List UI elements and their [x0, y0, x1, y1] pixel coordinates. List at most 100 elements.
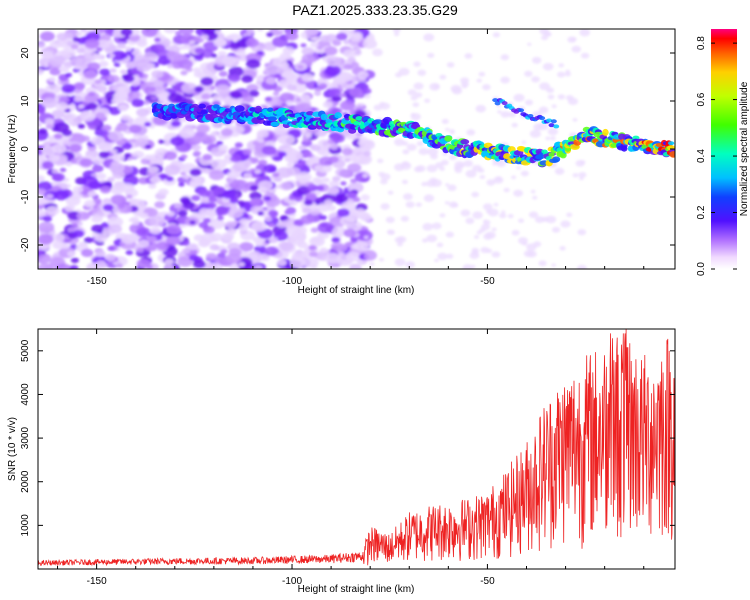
- spectrogram-noise-cell: [363, 235, 369, 240]
- spectrogram-noise-cell: [41, 161, 54, 170]
- spectrogram-noise-cell: [479, 227, 486, 233]
- spectrogram-y-tick-label: -20: [20, 237, 31, 252]
- spectrogram-noise-cell: [559, 246, 566, 251]
- spectrogram-noise-cell: [245, 59, 261, 69]
- spectrogram-noise-cell: [554, 167, 565, 175]
- spectrogram-ridge-cell: [492, 98, 499, 103]
- colorbar-tick-label: 0.6: [696, 92, 707, 106]
- spectrogram-noise-cell: [143, 100, 150, 105]
- spectrogram-noise-cell: [107, 246, 115, 251]
- spectrogram-noise-cell: [208, 197, 217, 203]
- spectrogram-noise-cell: [462, 264, 473, 269]
- spectrogram-noise-cell: [507, 214, 514, 219]
- spectrogram-noise-cell: [417, 69, 427, 76]
- spectrogram-noise-cell: [309, 251, 318, 258]
- colorbar-tick-label: 0.2: [696, 205, 707, 219]
- spectrogram-noise-cell: [187, 243, 199, 251]
- spectrogram-noise-cell: [491, 251, 501, 258]
- spectrogram-noise-cell: [479, 174, 486, 179]
- spectrogram-ridge-cell: [170, 112, 178, 119]
- spectrogram-noise-cell: [508, 111, 517, 118]
- colorbar: 0.0 0.2 0.4 0.6 0.8 Normalized spectral ampl…: [696, 29, 750, 276]
- spectrogram-noise-cell: [377, 158, 384, 164]
- spectrogram-noise-cell: [139, 212, 149, 219]
- spectrogram-noise-cell: [229, 154, 242, 163]
- spectrogram-noise-cell: [450, 84, 462, 93]
- spectrogram-noise-cell: [272, 172, 280, 178]
- spectrogram-noise-cell: [324, 253, 341, 264]
- spectrogram-noise-cell: [70, 44, 79, 50]
- spectrogram-noise-cell: [355, 208, 366, 216]
- spectrogram-noise-cell: [547, 94, 555, 100]
- spectrogram-noise-cell: [465, 217, 475, 224]
- spectrogram-noise-cell: [274, 176, 283, 183]
- spectrogram-noise-cell: [497, 110, 502, 114]
- spectrogram-noise-cell: [393, 138, 405, 146]
- spectrogram-noise-cell: [38, 249, 43, 255]
- spectrogram-noise-cell: [441, 118, 449, 124]
- spectrogram-noise-cell: [107, 74, 120, 83]
- spectrogram-noise-cell: [149, 216, 165, 227]
- spectrogram-noise-cell: [297, 64, 304, 70]
- spectrogram-noise-cell: [151, 70, 164, 79]
- spectrogram-noise-cell: [220, 128, 233, 137]
- spectrogram-noise-cell: [192, 67, 201, 73]
- spectrogram-noise-cell: [347, 57, 356, 63]
- spectrogram-noise-cell: [170, 120, 181, 128]
- spectrogram-noise-cell: [551, 226, 561, 233]
- spectrogram-noise-cell: [200, 29, 211, 34]
- spectrogram-noise-cell: [217, 144, 229, 152]
- spectrogram-noise-cell: [336, 71, 353, 83]
- spectrogram-noise-cell: [274, 73, 282, 79]
- spectrogram-ridge-cell: [668, 141, 675, 146]
- snr-y-tick-label: 4000: [20, 383, 31, 406]
- spectrogram-noise-cell: [178, 182, 185, 187]
- spectrogram-noise-cell: [61, 83, 76, 94]
- spectrogram-noise-cell: [221, 232, 235, 241]
- spectrogram-noise-cell: [114, 126, 123, 133]
- spectrogram-noise-cell: [313, 36, 321, 42]
- spectrogram-noise-cell: [55, 102, 69, 111]
- spectrogram-noise-cell: [531, 56, 542, 64]
- spectrogram-noise-cell: [255, 240, 264, 247]
- spectrogram-noise-cell: [272, 36, 289, 48]
- spectrogram-noise-cell: [249, 191, 262, 201]
- spectrogram-noise-cell: [335, 194, 349, 203]
- spectrogram-noise-cell: [41, 97, 58, 109]
- spectrogram-noise-cell: [286, 162, 293, 168]
- spectrogram-noise-cell: [343, 228, 357, 238]
- spectrogram-noise-cell: [565, 69, 571, 74]
- spectrogram-noise-cell: [579, 29, 591, 37]
- spectrogram-noise-cell: [230, 90, 243, 99]
- spectrogram-noise-cell: [305, 192, 317, 200]
- spectrogram-ridge-cell: [270, 121, 280, 127]
- spectrogram-noise-cell: [234, 142, 243, 148]
- spectrogram-noise-cell: [264, 246, 279, 256]
- spectrogram-noise-cell: [279, 134, 296, 145]
- spectrogram-noise-cell: [69, 143, 82, 153]
- spectrogram-noise-cell: [352, 197, 361, 203]
- spectrogram-noise-cell: [177, 256, 194, 267]
- spectrogram-noise-cell: [482, 203, 493, 211]
- spectrogram-x-tick-label: -150: [87, 276, 107, 287]
- spectrogram-noise-cell: [424, 98, 431, 103]
- spectrogram-noise-cell: [128, 34, 141, 42]
- spectrogram-noise-cell: [44, 118, 55, 125]
- spectrogram-y-axis-label: Frequency (Hz): [7, 115, 18, 184]
- spectrogram-ridge-cell: [444, 135, 453, 142]
- spectrogram-noise-cell: [317, 203, 331, 212]
- spectrogram-noise-cell: [256, 129, 269, 138]
- spectrogram-noise-cell: [38, 128, 48, 134]
- spectrogram-noise-cell: [405, 261, 415, 269]
- spectrogram-noise-cell: [319, 247, 328, 253]
- spectrogram-noise-cell: [245, 38, 260, 48]
- spectrogram-noise-cell: [401, 161, 409, 167]
- spectrogram-noise-cell: [75, 31, 83, 37]
- spectrogram-noise-cell: [336, 32, 348, 41]
- spectrogram-noise-cell: [328, 87, 342, 97]
- colorbar-tick-label: 0.4: [696, 149, 707, 163]
- spectrogram-noise-cell: [225, 253, 242, 264]
- spectrogram-noise-cell: [45, 206, 60, 216]
- spectrogram-noise-cell: [180, 171, 187, 176]
- spectrogram-noise-cell: [79, 158, 93, 167]
